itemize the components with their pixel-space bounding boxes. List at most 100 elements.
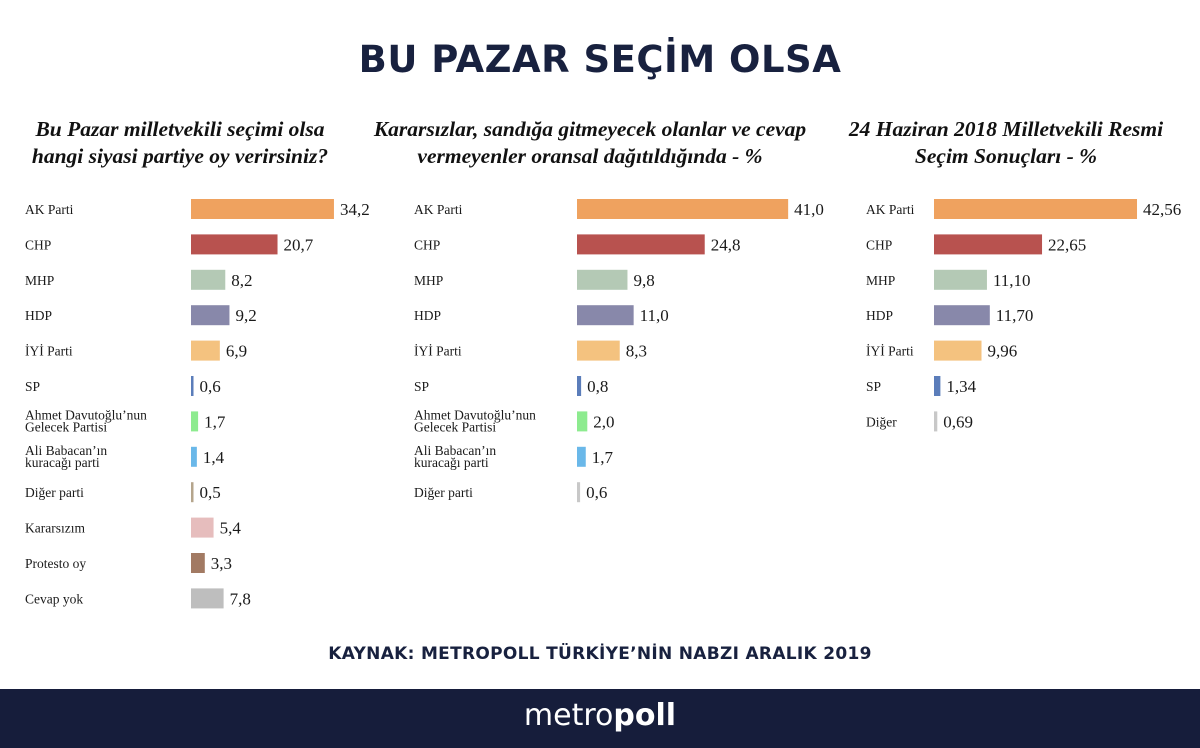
category-label: AK Parti — [25, 202, 74, 217]
chart-2-title: Kararsızlar, sandığa gitmeyecek olanlar … — [373, 117, 807, 168]
value-label: 8,2 — [231, 271, 252, 290]
value-label: 0,69 — [943, 412, 973, 431]
bar — [191, 234, 278, 255]
bar — [191, 269, 226, 290]
category-label: Ali Babacan’ın kuracağı parti — [414, 443, 496, 470]
bar — [934, 340, 982, 361]
bar — [934, 305, 990, 326]
category-label: HDP — [866, 308, 893, 323]
bar — [577, 305, 634, 326]
value-label: 20,7 — [284, 235, 314, 254]
bar — [577, 411, 588, 432]
bar — [191, 553, 205, 573]
value-label: 11,70 — [996, 306, 1034, 325]
category-label: AK Parti — [866, 202, 915, 217]
category-label: Ali Babacan’ın kuracağı parti — [25, 443, 107, 470]
category-label: SP — [414, 379, 429, 394]
category-label-line: Ali Babacan’ın — [414, 443, 496, 458]
category-label: Ahmet Davutoğlu’nun Gelecek Partisi — [25, 407, 147, 434]
value-label: 42,56 — [1143, 200, 1181, 219]
value-label: 9,96 — [988, 342, 1018, 361]
bar — [191, 482, 194, 503]
chart-1-title: Bu Pazar milletvekili seçimi olsa hangi … — [31, 117, 329, 168]
value-label: 1,7 — [592, 448, 614, 467]
bar — [577, 340, 620, 361]
category-label: Kararsızım — [25, 521, 85, 536]
chart-3-title: 24 Haziran 2018 Milletvekili Resmi Seçim… — [848, 117, 1164, 168]
category-label: İYİ Parti — [414, 344, 462, 359]
page-title: BU PAZAR SEÇİM OLSA — [358, 38, 842, 81]
logo-light-text: metro — [523, 698, 614, 733]
value-label: 7,8 — [230, 589, 251, 608]
bar — [934, 234, 1043, 255]
category-label-line: kuracağı parti — [414, 455, 489, 470]
value-label: 0,6 — [586, 483, 607, 502]
bar — [934, 269, 987, 290]
value-label: 3,3 — [211, 554, 232, 573]
value-label: 24,8 — [711, 235, 741, 254]
bar — [191, 411, 199, 432]
source-note: KAYNAK: METROPOLL TÜRKİYE’NİN NABZI ARAL… — [328, 644, 872, 664]
bar — [577, 269, 628, 290]
value-label: 9,2 — [235, 306, 256, 325]
category-label: Protesto oy — [25, 556, 86, 571]
value-label: 0,6 — [200, 377, 221, 396]
bar — [191, 199, 334, 219]
value-label: 1,7 — [204, 412, 226, 431]
category-label: MHP — [25, 273, 54, 288]
category-label: Diğer parti — [414, 485, 473, 500]
value-label: 11,0 — [640, 306, 669, 325]
value-label: 0,5 — [200, 483, 221, 502]
bar — [191, 340, 220, 361]
category-label: CHP — [25, 237, 51, 252]
value-label: 2,0 — [593, 412, 614, 431]
category-label-line: Ahmet Davutoğlu’nun — [414, 407, 536, 422]
value-label: 1,34 — [946, 377, 976, 396]
bar — [934, 199, 1138, 219]
category-label-line: Ahmet Davutoğlu’nun — [25, 407, 147, 422]
bar — [934, 411, 938, 432]
category-label: Ahmet Davutoğlu’nun Gelecek Partisi — [414, 407, 536, 434]
category-label-line: Gelecek Partisi — [414, 419, 496, 434]
category-label-line: Gelecek Partisi — [25, 419, 107, 434]
category-label: CHP — [866, 237, 892, 252]
value-label: 8,3 — [626, 342, 647, 361]
category-label: MHP — [866, 273, 895, 288]
category-label-line: Ali Babacan’ın — [25, 443, 107, 458]
value-label: 9,8 — [633, 271, 654, 290]
bar — [577, 482, 581, 503]
bar — [934, 376, 941, 396]
category-label: MHP — [414, 273, 443, 288]
value-label: 0,8 — [587, 377, 608, 396]
bar — [191, 446, 197, 467]
bar — [191, 305, 230, 326]
category-label: SP — [25, 379, 40, 394]
bar — [577, 234, 705, 255]
category-label: Cevap yok — [25, 591, 83, 606]
value-label: 1,4 — [203, 448, 225, 467]
bar — [191, 588, 224, 609]
value-label: 11,10 — [993, 271, 1031, 290]
logo-bold-text: poll — [613, 698, 677, 733]
value-label: 5,4 — [220, 519, 242, 538]
value-label: 22,65 — [1048, 235, 1086, 254]
category-label: AK Parti — [414, 202, 463, 217]
bar — [577, 376, 582, 396]
metropoll-logo: metropoll — [0, 698, 1200, 733]
category-label: Diğer — [866, 414, 897, 429]
category-label: Diğer parti — [25, 485, 84, 500]
category-label: İYİ Parti — [866, 344, 914, 359]
value-label: 41,0 — [794, 200, 824, 219]
bar — [191, 376, 194, 396]
value-label: 34,2 — [340, 200, 370, 219]
category-label: HDP — [25, 308, 52, 323]
bar — [577, 199, 789, 219]
category-label: SP — [866, 379, 881, 394]
bar — [191, 517, 214, 538]
footer-bar: metropoll — [0, 689, 1200, 748]
category-label: İYİ Parti — [25, 344, 73, 359]
category-label: HDP — [414, 308, 441, 323]
category-label: CHP — [414, 237, 440, 252]
value-label: 6,9 — [226, 342, 247, 361]
